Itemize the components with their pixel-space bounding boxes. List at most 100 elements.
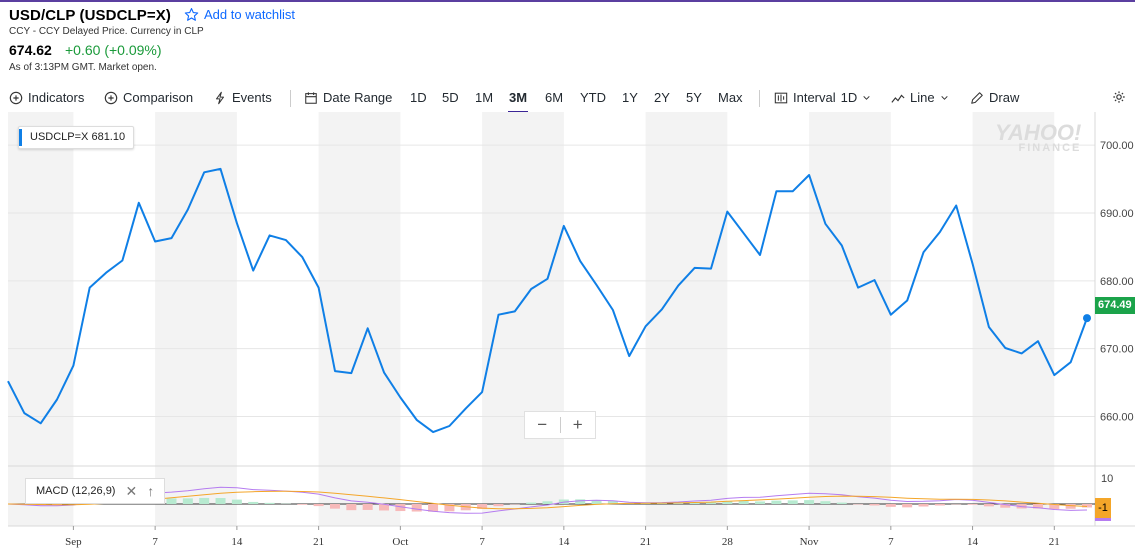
- badge-value: 681.10: [91, 131, 126, 143]
- x-tick-label: 21: [640, 536, 651, 548]
- macd-histogram-bar: [444, 504, 455, 512]
- range-1d[interactable]: 1D: [410, 90, 427, 105]
- macd-histogram-bar: [918, 504, 929, 507]
- chart-type-dropdown[interactable]: Line: [891, 90, 949, 105]
- macd-histogram-bar: [673, 503, 684, 504]
- macd-histogram-bar: [902, 504, 913, 508]
- chart-toolbar: Indicators Comparison Events Date Range …: [0, 86, 1135, 114]
- range-1y[interactable]: 1Y: [622, 90, 638, 105]
- events-label: Events: [232, 90, 272, 105]
- macd-histogram-bar: [591, 499, 602, 504]
- zoom-divider: [559, 417, 561, 433]
- comparison-button[interactable]: Comparison: [104, 90, 193, 105]
- macd-histogram-bar: [248, 501, 259, 504]
- macd-histogram-bar: [1049, 504, 1060, 510]
- macd-axis-label: 10: [1101, 473, 1113, 485]
- range-2y[interactable]: 2Y: [654, 90, 670, 105]
- signal-line: [7, 490, 1088, 510]
- price-change: +0.60 (+0.09%): [65, 42, 162, 58]
- symbol-badge[interactable]: USDCLP=X 681.10: [18, 126, 135, 149]
- macd-histogram-bar: [755, 501, 766, 504]
- macd-histogram-bar: [836, 502, 847, 504]
- toolbar-divider: [759, 90, 760, 107]
- range-3m[interactable]: 3M: [507, 90, 529, 114]
- macd-histogram-bar: [215, 498, 226, 504]
- range-max[interactable]: Max: [718, 90, 743, 105]
- macd-histogram-bar: [967, 504, 978, 505]
- events-button[interactable]: Events: [213, 90, 272, 105]
- interval-dropdown[interactable]: Interval 1D: [774, 90, 871, 105]
- watermark-line1: YAHOO!: [995, 120, 1082, 145]
- y-tick-label: 670.00: [1100, 344, 1134, 356]
- x-tick-label: Oct: [392, 536, 408, 548]
- watchlist-label: Add to watchlist: [204, 7, 296, 22]
- star-icon: [184, 8, 199, 21]
- page-title: USD/CLP (USDCLP=X): [9, 7, 171, 24]
- macd-histogram-bar: [738, 500, 749, 504]
- x-tick-label: Nov: [800, 536, 819, 548]
- y-tick-label: 680.00: [1100, 276, 1134, 288]
- draw-button[interactable]: Draw: [970, 90, 1019, 105]
- interval-label: Interval: [793, 90, 836, 105]
- x-tick-label: Sep: [65, 536, 82, 548]
- plus-circle-icon: [9, 91, 23, 104]
- arrow-up-icon[interactable]: ↑: [147, 483, 155, 499]
- price-chart[interactable]: 660.00 670.00 680.00 690.00 700.00 10 Sep 7 14 2…: [0, 112, 1135, 551]
- last-price-dot: [1083, 314, 1091, 323]
- calendar-icon: [305, 91, 317, 104]
- watermark-line2: FINANCE: [1018, 142, 1082, 154]
- macd-histogram-bar: [313, 504, 324, 507]
- range-5y[interactable]: 5Y: [686, 90, 702, 105]
- week-band: [972, 112, 1055, 526]
- zoom-in-button[interactable]: +: [572, 415, 583, 434]
- macd-histogram-bar: [640, 503, 651, 504]
- comparison-label: Comparison: [123, 90, 194, 105]
- macd-histogram-bar: [885, 504, 896, 507]
- x-tick-label: 7: [888, 536, 894, 548]
- week-band: [645, 112, 728, 526]
- macd-legend: MACD (12,26,9) ✕ ↑: [25, 478, 166, 504]
- macd-histogram-bar: [493, 504, 504, 507]
- macd-histogram-bar: [1000, 504, 1011, 508]
- y-tick-label: 700.00: [1100, 140, 1134, 152]
- chevron-down-icon: [940, 96, 948, 100]
- badge-symbol: USDCLP=X: [30, 131, 89, 143]
- macd-histogram-bar: [1065, 504, 1076, 509]
- range-ytd[interactable]: YTD: [580, 90, 606, 105]
- macd-line: [7, 486, 1088, 514]
- quote-source-info: CCY - CCY Delayed Price. Currency in CLP: [9, 26, 204, 37]
- candle-chart-icon: [774, 92, 788, 103]
- line-chart-icon: [891, 93, 905, 103]
- macd-histogram-bar: [526, 502, 537, 504]
- yahoo-finance-watermark: YAHOO! FINANCE: [995, 120, 1081, 154]
- macd-histogram-bar: [329, 504, 340, 509]
- interval-value: 1D: [840, 90, 858, 105]
- range-6m[interactable]: 6M: [545, 90, 564, 105]
- close-icon[interactable]: ✕: [125, 483, 138, 499]
- settings-button[interactable]: [1112, 90, 1126, 104]
- macd-histogram-bar: [934, 504, 945, 506]
- macd-histogram-bar: [787, 500, 798, 504]
- macd-histogram-bar: [379, 504, 390, 511]
- plus-circle-icon: [104, 91, 118, 104]
- market-status: As of 3:13PM GMT. Market open.: [9, 62, 157, 73]
- week-band: [8, 112, 74, 526]
- x-tick-label: 21: [1049, 536, 1060, 548]
- x-tick-label: 14: [558, 536, 570, 548]
- add-to-watchlist-link[interactable]: Add to watchlist: [184, 7, 295, 22]
- macd-histogram-bar: [575, 499, 586, 504]
- date-range-button[interactable]: Date Range: [304, 90, 392, 105]
- current-price: 674.62: [9, 42, 52, 58]
- macd-label: MACD (12,26,9): [36, 485, 116, 497]
- macd-histogram-bar: [231, 499, 242, 504]
- macd-histogram-bar: [428, 504, 439, 512]
- macd-histogram-bar: [395, 504, 406, 512]
- range-1m[interactable]: 1M: [475, 90, 494, 105]
- macd-histogram-bar: [542, 501, 553, 504]
- range-5d[interactable]: 5D: [442, 90, 459, 105]
- zoom-out-button[interactable]: −: [537, 415, 548, 434]
- macd-histogram-bar: [869, 504, 880, 506]
- x-tick-label: 14: [231, 536, 243, 548]
- toolbar-divider: [290, 90, 291, 107]
- indicators-button[interactable]: Indicators: [9, 90, 84, 105]
